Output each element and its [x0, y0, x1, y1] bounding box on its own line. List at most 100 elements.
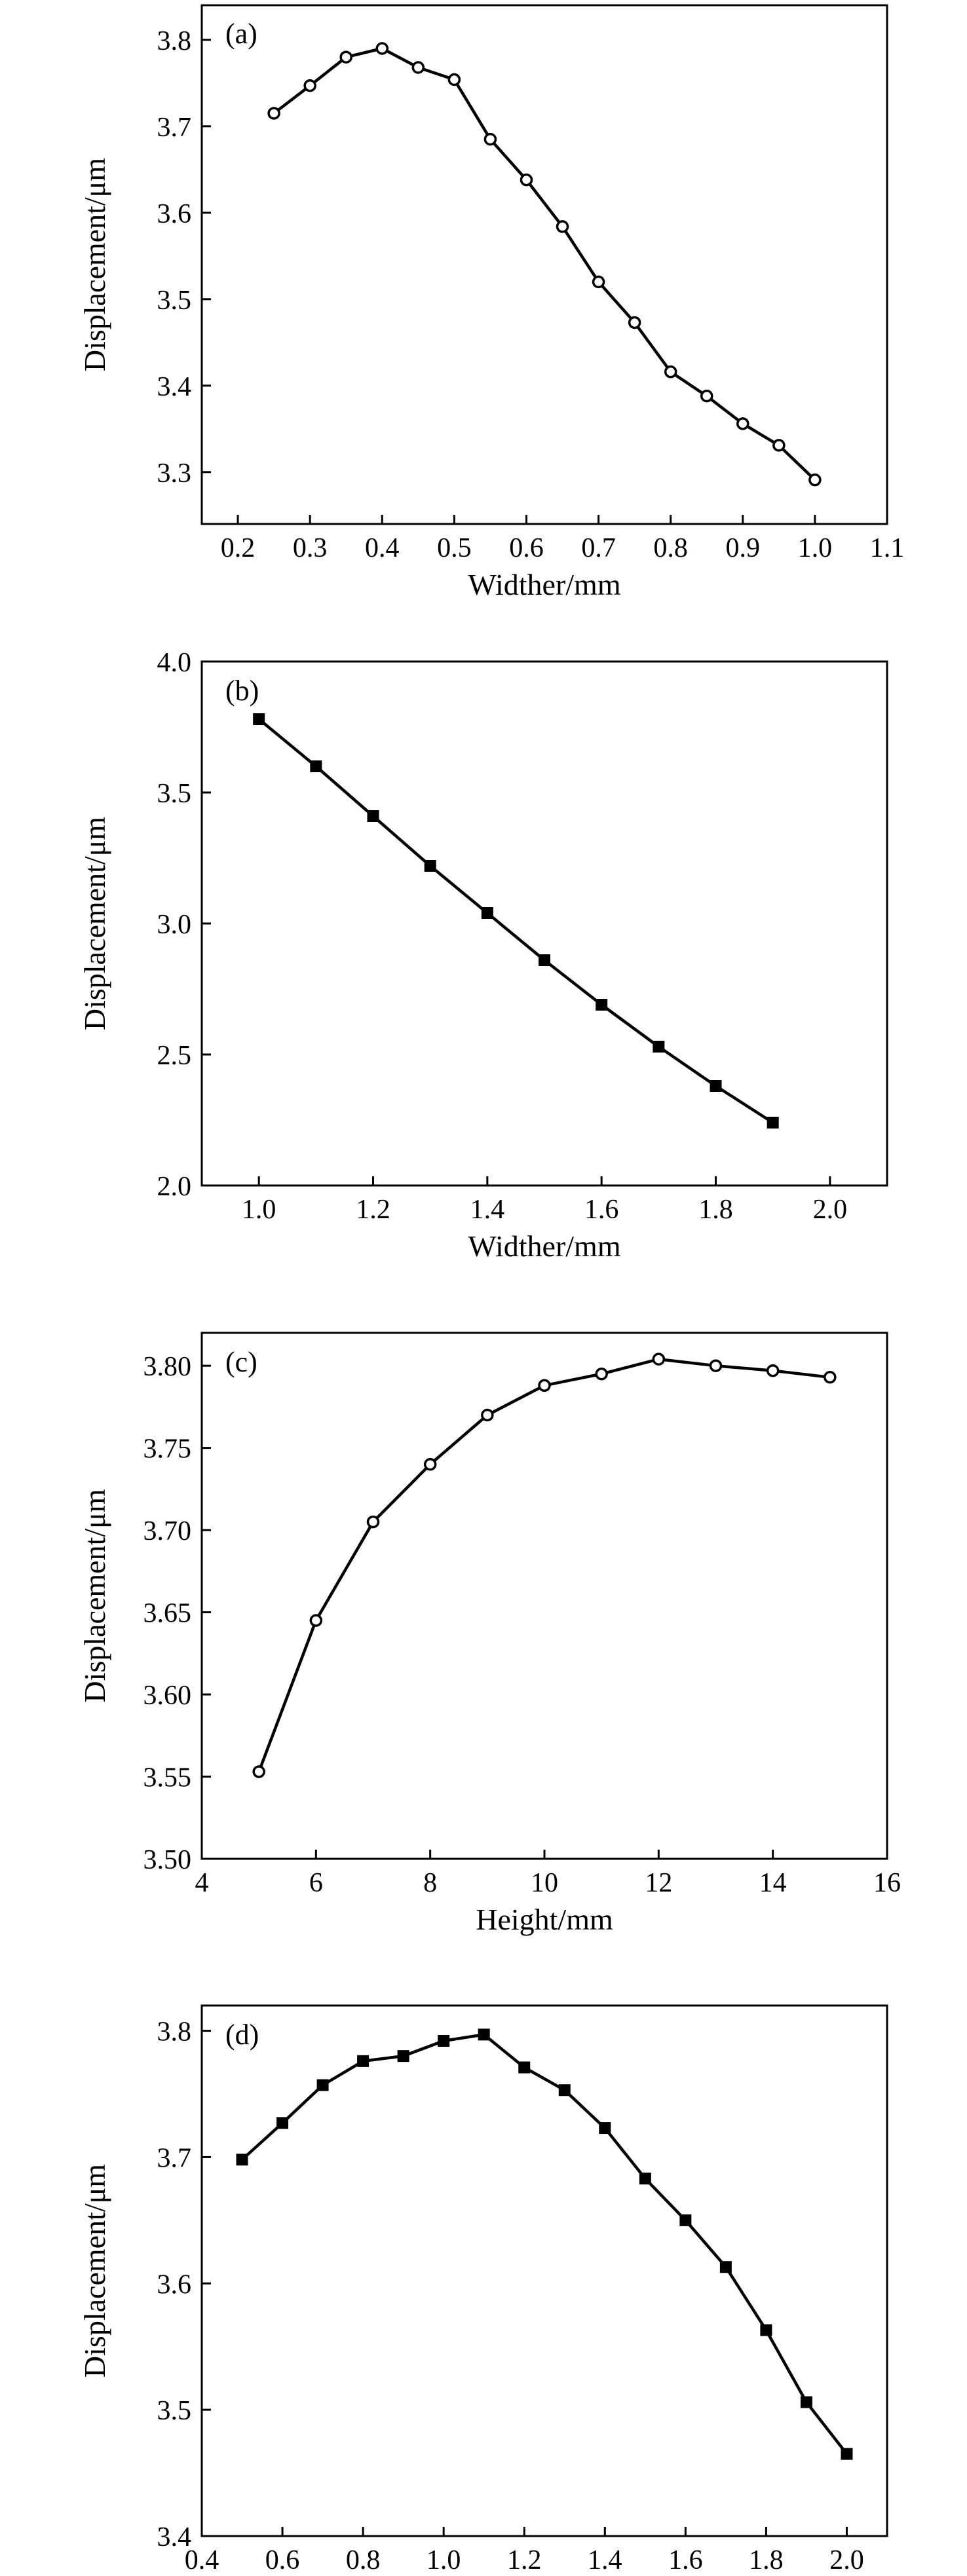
data-point [719, 2261, 732, 2273]
data-point [767, 1117, 779, 1129]
y-axis-label: Displacement/μm [78, 158, 111, 371]
chart-panel-1: 0.2 0.3 0.4 0.5 0.6 0.7 0.8 0.9 1.0 1.1 3.3 3.4 3.5 3… [78, 4, 904, 601]
y-tick-label: 3.6 [157, 199, 192, 229]
plot-frame [200, 1332, 888, 1860]
y-axis-label: Displacement/μm [78, 817, 111, 1030]
plot-frame [200, 660, 888, 1187]
data-point [252, 1765, 265, 1778]
data-point [760, 2324, 772, 2336]
y-tick-label: 3.4 [157, 372, 192, 402]
y-tick-label: 3.5 [157, 779, 192, 809]
x-axis-label: Widther/mm [468, 568, 620, 601]
data-point [310, 760, 322, 772]
x-tick-label: 0.7 [581, 533, 616, 563]
y-tick-label: 3.70 [143, 1516, 192, 1546]
data-point [276, 2117, 289, 2129]
data-point [556, 220, 569, 233]
x-tick-label: 1.0 [427, 2545, 461, 2575]
data-point [438, 2035, 450, 2047]
x-tick-label: 10 [531, 1868, 558, 1898]
y-tick-label: 3.3 [157, 458, 192, 489]
y-tick-label: 3.80 [143, 1352, 192, 1382]
x-axis-label: Widther/mm [468, 1229, 620, 1263]
y-tick-label: 3.65 [143, 1599, 192, 1629]
data-point [592, 275, 605, 289]
data-point [736, 417, 749, 430]
x-tick-label: 1.8 [698, 1195, 733, 1225]
series-line [257, 718, 774, 1124]
x-tick-label: 1.0 [242, 1195, 276, 1225]
x-tick-label: 6 [309, 1868, 323, 1898]
x-tick-label: 0.4 [365, 533, 400, 563]
data-point [710, 1080, 722, 1092]
y-axis-label: Displacement/μm [78, 1489, 111, 1702]
series-line [240, 2033, 848, 2455]
x-tick-label: 0.2 [221, 533, 256, 563]
chart-panel-3: 4 6 8 10 12 14 16 3.50 3.55 3.60 3.65 3.70 3.75 3.80 H… [78, 1332, 901, 1936]
x-tick-label: 4 [195, 1868, 209, 1898]
data-point [800, 2396, 812, 2408]
y-tick-label: 3.75 [143, 1434, 192, 1465]
y-tick-label: 3.60 [143, 1681, 192, 1711]
y-tick-label: 3.0 [157, 910, 192, 940]
x-tick-label: 1.6 [584, 1195, 619, 1225]
x-tick-label: 1.0 [798, 533, 833, 563]
x-tick-label: 2.0 [813, 1195, 848, 1225]
data-point [664, 365, 677, 379]
y-tick-label: 4.0 [157, 648, 192, 678]
data-point [766, 1364, 780, 1377]
data-point [267, 107, 280, 120]
y-axis-label: Displacement/μm [78, 2164, 111, 2378]
data-point [841, 2448, 853, 2460]
data-point [824, 1371, 837, 1384]
y-tick-label: 3.5 [157, 286, 192, 316]
y-tick-label: 2.5 [157, 1041, 192, 1071]
data-point [484, 132, 497, 146]
x-tick-label: 1.4 [470, 1195, 505, 1225]
data-point [520, 173, 533, 187]
data-point [339, 50, 352, 64]
data-point [423, 1458, 437, 1471]
x-tick-label: 2.0 [829, 2545, 864, 2575]
data-point [481, 907, 493, 919]
x-tick-label: 14 [759, 1868, 787, 1898]
y-tick-label: 3.8 [157, 26, 192, 56]
data-point [628, 316, 641, 329]
data-point [236, 2154, 248, 2166]
x-tick-label: 16 [873, 1868, 901, 1898]
data-point [808, 473, 822, 487]
data-point [481, 1408, 494, 1422]
x-tick-label: 0.8 [653, 533, 688, 563]
series-line [257, 1357, 831, 1772]
data-point [309, 1614, 323, 1627]
plot-frame [200, 2004, 888, 2537]
x-tick-label: 0.8 [346, 2545, 381, 2575]
data-point [253, 713, 265, 725]
panel-label: (c) [225, 1346, 257, 1378]
x-tick-label: 0.3 [293, 533, 328, 563]
data-point [316, 2079, 329, 2091]
data-point [599, 2122, 611, 2135]
x-tick-label: 12 [645, 1868, 672, 1898]
x-tick-label: 0.6 [265, 2545, 300, 2575]
x-tick-label: 1.2 [356, 1195, 390, 1225]
data-point [595, 1367, 608, 1381]
panel-label: (d) [225, 2019, 259, 2051]
panel-label: (b) [225, 675, 259, 707]
data-point [639, 2173, 651, 2185]
x-tick-label: 0.5 [437, 533, 472, 563]
x-tick-label: 1.8 [749, 2545, 784, 2575]
chart-panel-4: 0.4 0.6 0.8 1.0 1.2 1.4 1.6 1.8 2.0 3.4 3.5 3.6 3.7 3… [78, 2004, 888, 2575]
y-tick-label: 3.6 [157, 2269, 192, 2300]
data-point [397, 2050, 409, 2063]
data-point [652, 1353, 666, 1366]
data-point [518, 2061, 531, 2074]
y-tick-label: 3.7 [157, 2143, 192, 2173]
data-point [375, 42, 389, 55]
x-tick-label: 8 [423, 1868, 437, 1898]
x-tick-label: 0.6 [509, 533, 544, 563]
y-tick-label: 3.50 [143, 1845, 192, 1875]
data-point [357, 2055, 370, 2067]
data-point [772, 439, 786, 452]
